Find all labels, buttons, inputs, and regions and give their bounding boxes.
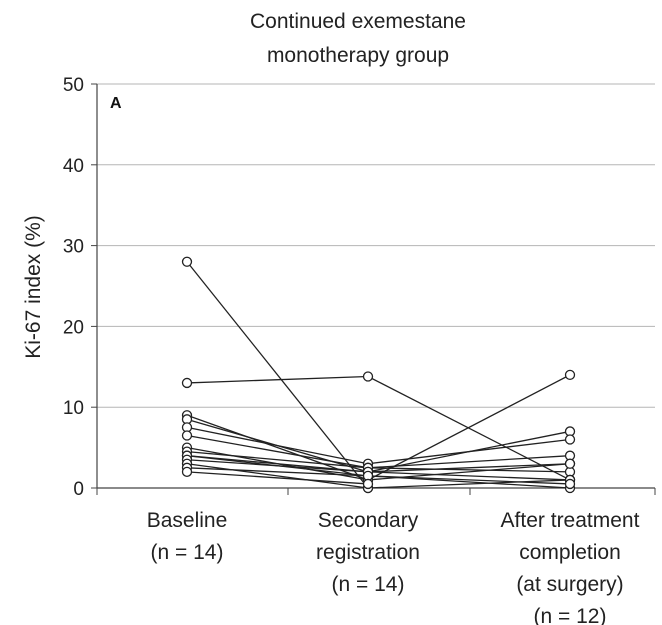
x-category-3-line-4: (n = 12) [534,605,607,625]
chart-title-line-2: monotherapy group [267,44,449,67]
x-category-1-line-2: (n = 14) [151,541,224,564]
x-category-3-line-3: (at surgery) [516,573,623,596]
series-5 [181,422,576,469]
series-1-point-1 [181,256,193,267]
series-13-segment-2 [367,475,571,485]
x-category-2-line-2: registration [316,541,420,564]
x-category-3-line-2: completion [519,541,621,564]
series-11-segment-2 [367,463,571,473]
series-10-segment-2 [367,475,571,489]
series-8-segment-1 [186,450,369,469]
series-5-point-3 [564,434,576,445]
x-axis-category-labels: Baseline (n = 14) Secondary registration (n … [147,509,640,625]
x-category-2-line-1: Secondary [318,509,419,532]
gridlines [97,83,655,408]
series-12-segment-2 [367,479,571,489]
series-9-segment-2 [367,471,571,481]
series-11-segment-1 [186,459,369,473]
series-13-segment-1 [186,467,369,477]
panel-label: A [110,95,122,112]
series-2-point-2 [362,371,374,382]
y-tick-label-40: 40 [63,156,84,177]
series-6-segment-1 [186,434,369,469]
series-3-point-3 [564,369,576,381]
series-2-segment-2 [367,375,571,481]
series-14-point-1 [181,466,193,477]
chart-title-line-1: Continued exemestane [250,10,466,33]
y-tick-label-20: 20 [63,317,84,338]
data-series [181,256,576,494]
x-category-3-line-1: After treatment [501,509,640,532]
series-1-segment-1 [186,261,369,489]
y-axis-ticks: 0 10 20 30 40 50 [63,75,97,500]
y-tick-label-10: 10 [63,398,84,419]
x-category-1-line-1: Baseline [147,509,228,532]
series-5-segment-1 [186,426,369,465]
series-2 [181,371,576,486]
x-category-2-line-3: (n = 14) [332,573,405,596]
series-9-segment-1 [186,455,369,473]
series-12-segment-1 [186,463,369,489]
series-6-point-1 [181,430,193,441]
series-14-segment-1 [186,471,369,485]
series-2-point-1 [181,377,193,389]
series-14-point-2 [362,478,374,490]
series-5-segment-2 [367,438,571,465]
y-tick-label-30: 30 [63,237,84,258]
y-axis-label: Ki-67 index (%) [22,215,45,359]
y-tick-label-0: 0 [73,479,84,500]
series-11-point-3 [564,458,576,469]
series-3-segment-2 [367,374,571,481]
series-2-segment-1 [186,375,369,384]
series-13-point-3 [564,478,576,490]
y-tick-label-50: 50 [63,75,84,96]
series-14 [181,466,374,490]
series-6-segment-2 [367,455,571,469]
series-8-segment-2 [367,467,571,473]
chart-title: Continued exemestane monotherapy group [250,10,466,67]
